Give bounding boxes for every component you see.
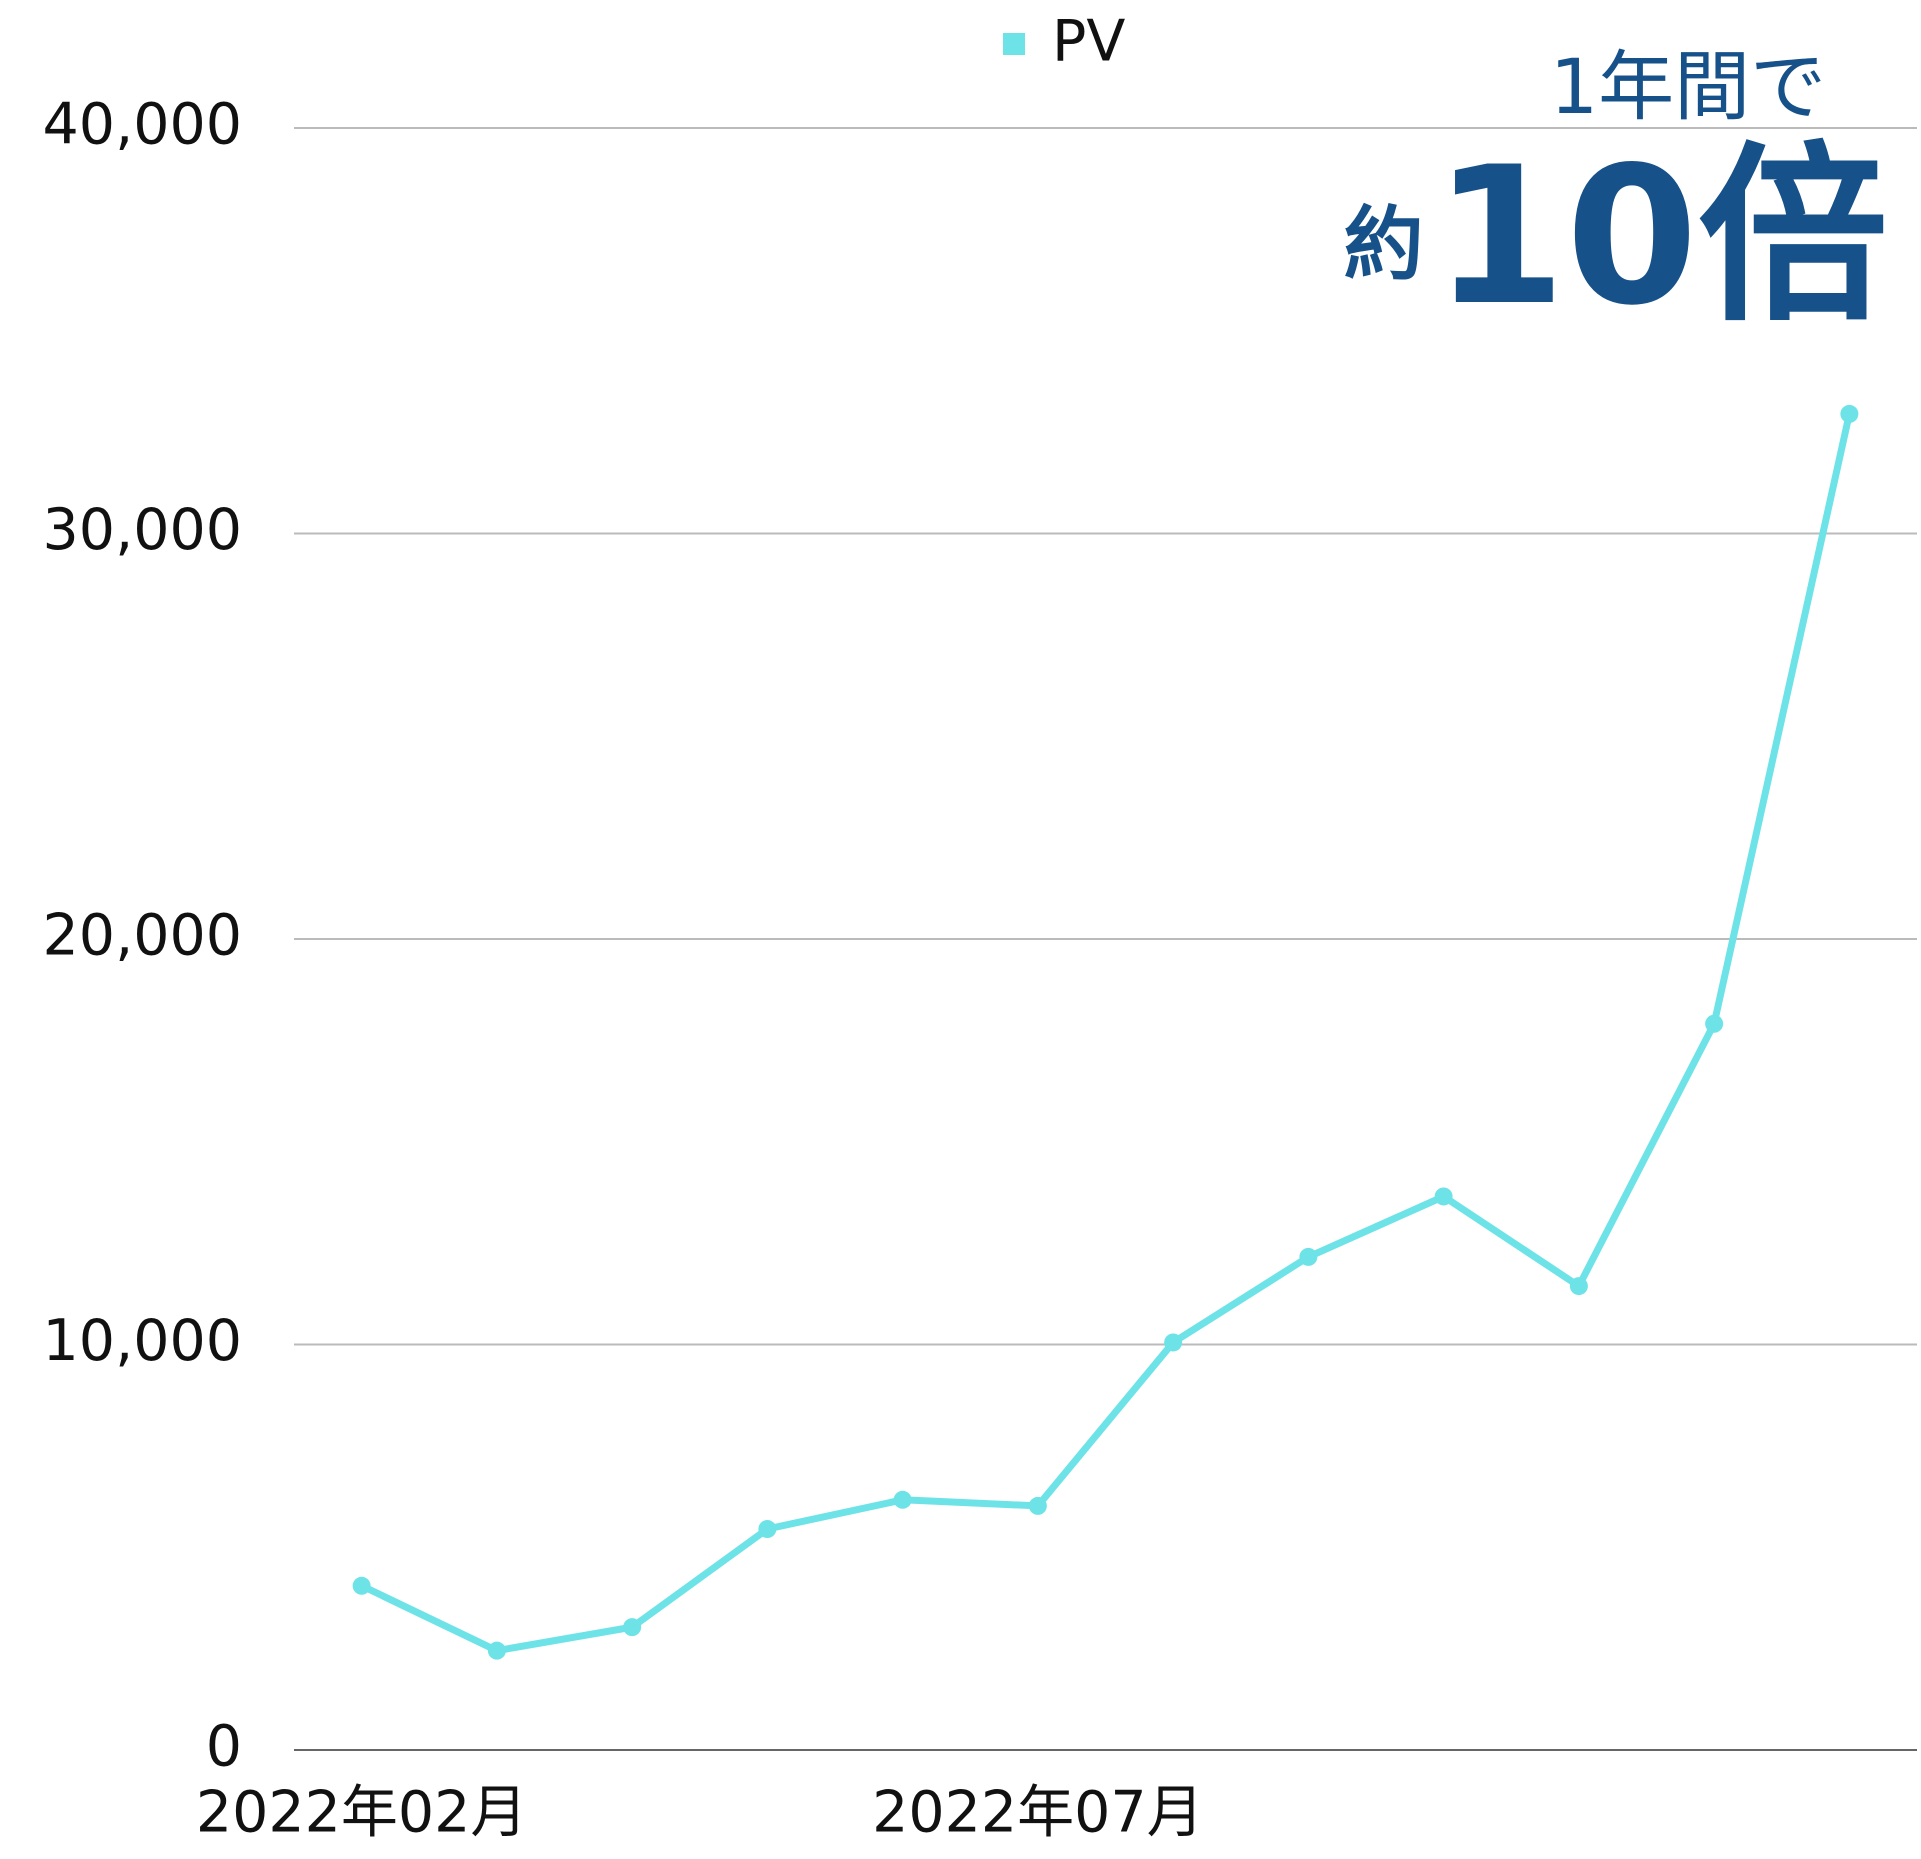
annotation-prefix: 約	[1344, 198, 1424, 291]
marker	[352, 1576, 371, 1595]
marker	[623, 1618, 642, 1637]
annotation-emphasis: 10倍	[1434, 126, 1888, 347]
x-tick-label: 2022年07月	[872, 1780, 1204, 1846]
marker	[893, 1490, 912, 1509]
marker	[1840, 404, 1859, 423]
y-tick-label: 20,000	[43, 903, 242, 969]
marker	[487, 1641, 506, 1660]
y-tick-label: 0	[206, 1714, 242, 1780]
y-tick-label: 30,000	[43, 497, 242, 563]
marker	[1434, 1187, 1453, 1206]
y-tick-label: 40,000	[43, 92, 242, 158]
marker	[1164, 1333, 1183, 1352]
annotation: 約10倍	[1344, 126, 1888, 347]
marker	[1569, 1277, 1588, 1296]
annotation: 1年間で	[1550, 42, 1826, 131]
marker	[1299, 1247, 1318, 1266]
y-tick-label: 10,000	[43, 1308, 242, 1374]
line	[360, 413, 1853, 1655]
x-tick-label: 2022年02月	[196, 1780, 528, 1846]
marker	[1705, 1014, 1724, 1033]
legend-label: PV	[1052, 9, 1125, 75]
legend-swatch	[1003, 33, 1025, 55]
marker	[1028, 1496, 1047, 1515]
marker	[758, 1520, 777, 1539]
